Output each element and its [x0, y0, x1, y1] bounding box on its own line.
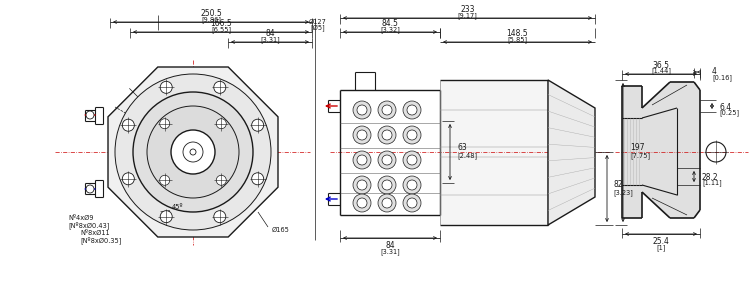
- Circle shape: [252, 119, 264, 131]
- Circle shape: [382, 180, 392, 190]
- Circle shape: [122, 119, 134, 131]
- Text: 25.4: 25.4: [652, 238, 670, 247]
- Circle shape: [407, 105, 417, 115]
- Text: [1.44]: [1.44]: [651, 68, 671, 74]
- Circle shape: [407, 155, 417, 165]
- Text: [Nº8xØ0.43]: [Nº8xØ0.43]: [68, 221, 110, 229]
- Circle shape: [357, 105, 367, 115]
- Circle shape: [122, 173, 134, 185]
- Text: [2.48]: [2.48]: [457, 153, 477, 159]
- Text: [9.86]: [9.86]: [201, 16, 221, 23]
- Circle shape: [171, 130, 215, 174]
- Text: [3.23]: [3.23]: [613, 189, 633, 196]
- Circle shape: [86, 185, 94, 193]
- Circle shape: [160, 81, 172, 93]
- Text: 6.4: 6.4: [719, 103, 731, 112]
- Text: Nº4xØ9: Nº4xØ9: [68, 215, 94, 221]
- Circle shape: [378, 126, 396, 144]
- Polygon shape: [108, 67, 278, 237]
- Text: 36.5: 36.5: [652, 61, 670, 70]
- Circle shape: [353, 176, 371, 194]
- Text: [3.31]: [3.31]: [380, 249, 400, 255]
- Text: 45º: 45º: [171, 204, 183, 210]
- Circle shape: [382, 105, 392, 115]
- Circle shape: [160, 175, 170, 185]
- Text: [7.75]: [7.75]: [630, 153, 650, 159]
- Text: 84: 84: [386, 242, 394, 250]
- Circle shape: [403, 176, 421, 194]
- Text: Ø127: Ø127: [309, 19, 327, 25]
- Text: [1]: [1]: [656, 244, 666, 251]
- Polygon shape: [622, 82, 700, 218]
- Circle shape: [378, 151, 396, 169]
- Circle shape: [407, 180, 417, 190]
- Circle shape: [183, 142, 203, 162]
- Text: 233: 233: [460, 5, 475, 14]
- Circle shape: [382, 155, 392, 165]
- Circle shape: [403, 101, 421, 119]
- Text: [1.11]: [1.11]: [702, 180, 721, 186]
- Text: [9.17]: [9.17]: [458, 13, 478, 20]
- Circle shape: [403, 126, 421, 144]
- Circle shape: [353, 126, 371, 144]
- Circle shape: [160, 119, 170, 129]
- Text: [0.16]: [0.16]: [712, 75, 732, 81]
- Text: 166.5: 166.5: [210, 20, 232, 28]
- Circle shape: [115, 74, 271, 230]
- Circle shape: [147, 106, 239, 198]
- Circle shape: [216, 119, 226, 129]
- Text: 30º: 30º: [159, 211, 171, 217]
- Text: [Ø5]: [Ø5]: [310, 25, 326, 32]
- Circle shape: [216, 175, 226, 185]
- Text: 82: 82: [613, 180, 622, 189]
- Text: 84: 84: [266, 29, 274, 38]
- Circle shape: [378, 194, 396, 212]
- Circle shape: [382, 198, 392, 208]
- Bar: [440, 80, 548, 225]
- Text: 28.2: 28.2: [702, 172, 718, 182]
- Text: [0.25]: [0.25]: [719, 110, 739, 116]
- Circle shape: [214, 211, 226, 223]
- Circle shape: [160, 211, 172, 223]
- Circle shape: [133, 92, 253, 212]
- Circle shape: [403, 151, 421, 169]
- Text: [6.55]: [6.55]: [211, 27, 231, 33]
- Text: 148.5: 148.5: [507, 29, 528, 38]
- Text: 84.5: 84.5: [382, 20, 398, 28]
- Circle shape: [357, 180, 367, 190]
- Text: [3.31]: [3.31]: [260, 37, 280, 44]
- Text: [3.32]: [3.32]: [380, 27, 400, 33]
- Circle shape: [407, 198, 417, 208]
- Text: Nº8xØ11: Nº8xØ11: [80, 230, 110, 236]
- Circle shape: [378, 101, 396, 119]
- Circle shape: [214, 81, 226, 93]
- Text: 250.5: 250.5: [200, 10, 222, 19]
- Text: [Nº8xØ0.35]: [Nº8xØ0.35]: [80, 236, 122, 244]
- Circle shape: [357, 130, 367, 140]
- Circle shape: [353, 194, 371, 212]
- Circle shape: [407, 130, 417, 140]
- Circle shape: [382, 130, 392, 140]
- Circle shape: [190, 149, 196, 155]
- Circle shape: [378, 176, 396, 194]
- Circle shape: [252, 173, 264, 185]
- Text: 63: 63: [457, 143, 466, 152]
- Circle shape: [403, 194, 421, 212]
- Text: 4: 4: [712, 68, 717, 76]
- Circle shape: [353, 101, 371, 119]
- Polygon shape: [548, 80, 595, 225]
- Circle shape: [86, 111, 94, 119]
- Circle shape: [357, 155, 367, 165]
- Circle shape: [353, 151, 371, 169]
- Text: [5.85]: [5.85]: [508, 37, 527, 44]
- Text: Ø165: Ø165: [272, 227, 290, 233]
- Text: 197: 197: [630, 143, 644, 152]
- Circle shape: [357, 198, 367, 208]
